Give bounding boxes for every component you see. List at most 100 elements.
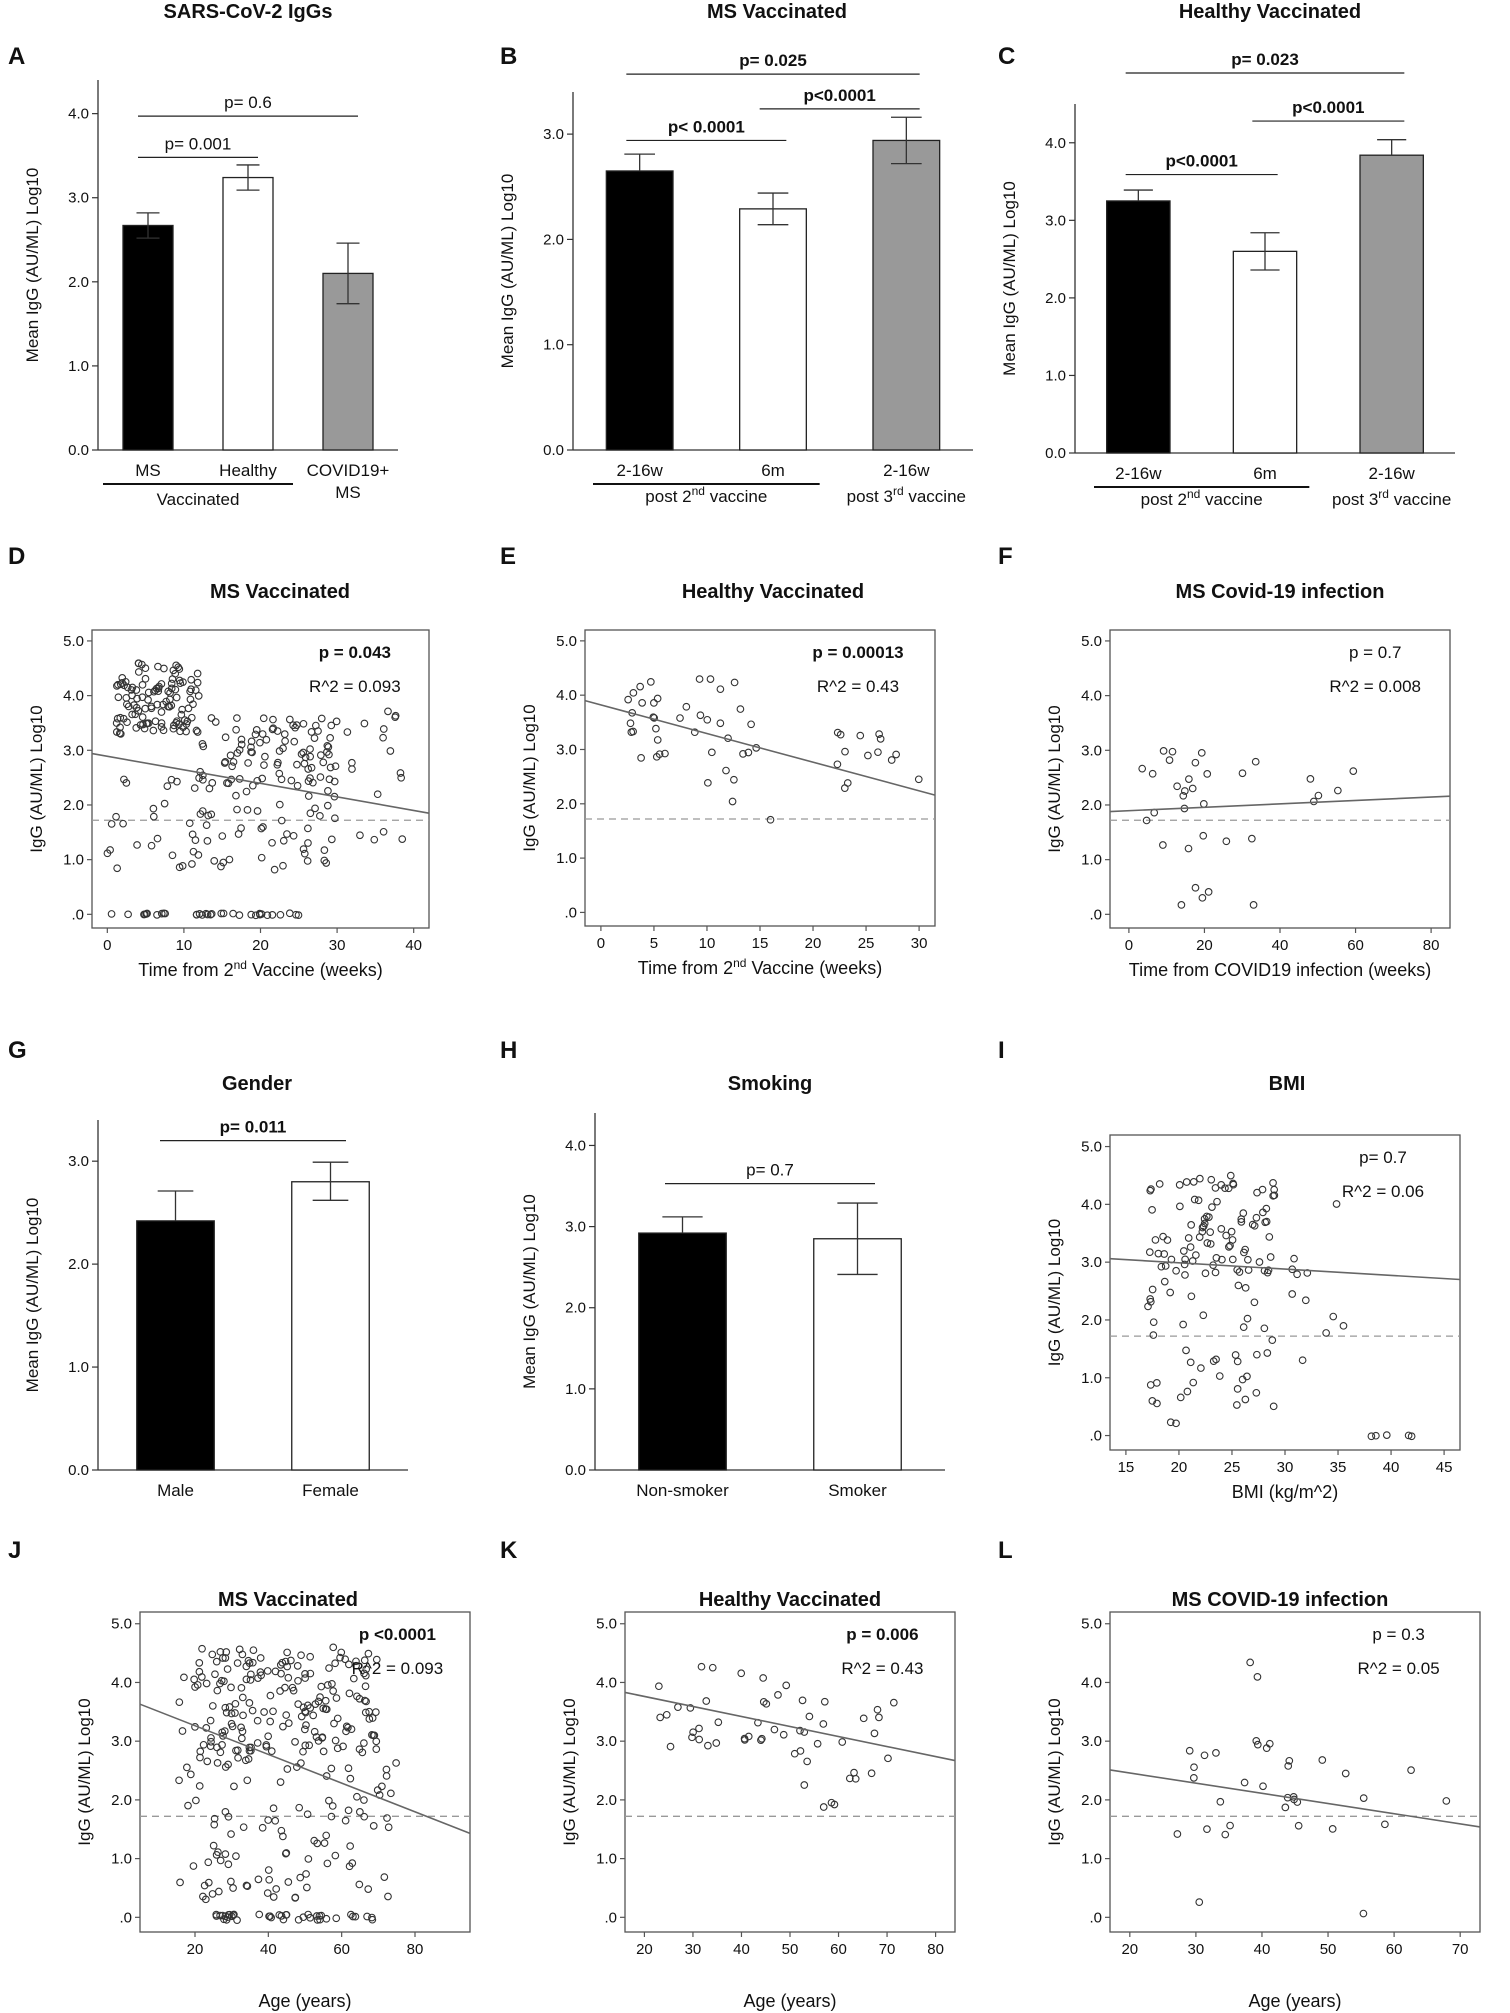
data-point <box>1168 747 1177 756</box>
data-point <box>348 758 356 767</box>
x-axis-label-sup: nd <box>234 958 247 972</box>
data-point <box>275 800 284 809</box>
data-point <box>113 864 122 873</box>
data-point <box>1138 764 1147 773</box>
panel-g: G Gender 0.0 1.0 2.0 3.0 Mean IgG (AU/ML) Log1… <box>8 1037 408 1500</box>
regression-line <box>1109 795 1451 813</box>
data-point <box>1269 1179 1277 1187</box>
data-point <box>213 1686 222 1695</box>
group-label-suffix: vaccine <box>1200 490 1262 509</box>
data-point <box>299 1747 307 1756</box>
data-point <box>1228 1255 1237 1264</box>
data-point <box>342 1727 350 1736</box>
data-point <box>284 1878 293 1886</box>
data-point <box>205 784 214 793</box>
data-point <box>1160 1277 1169 1286</box>
data-point <box>261 752 269 761</box>
data-point <box>217 862 225 871</box>
data-point <box>637 754 645 762</box>
data-point <box>650 699 658 707</box>
data-point <box>207 714 216 722</box>
data-point <box>229 909 237 918</box>
data-point <box>253 776 262 785</box>
data-point <box>266 1691 275 1700</box>
y-tick-label: 3.0 <box>596 1733 617 1750</box>
data-point <box>238 1727 247 1736</box>
data-point <box>275 747 284 755</box>
data-point <box>243 1882 252 1890</box>
data-point <box>1290 1254 1298 1263</box>
y-tick-label: 3.0 <box>68 1153 89 1170</box>
data-point <box>1248 834 1256 843</box>
data-point <box>1298 1356 1307 1365</box>
data-point <box>233 805 241 814</box>
data-point <box>281 737 289 745</box>
chart-title: Healthy Vaccinated <box>1179 1 1361 23</box>
data-point <box>157 708 166 716</box>
y-tick-label: 2.0 <box>1081 1312 1102 1329</box>
data-point <box>180 1673 188 1682</box>
y-tick-label: 1.0 <box>63 852 84 869</box>
data-point <box>193 669 202 678</box>
data-point <box>319 1747 328 1756</box>
data-point <box>774 1691 782 1699</box>
x-axis-label-main: BMI (kg/m^2) <box>1232 1482 1338 1502</box>
data-point <box>195 1658 204 1667</box>
data-point <box>324 787 332 795</box>
data-point <box>1359 1794 1368 1802</box>
data-point <box>766 815 775 824</box>
data-point <box>142 719 151 728</box>
data-point <box>1163 1236 1172 1244</box>
data-point <box>1329 1312 1338 1321</box>
x-axis-label-suffix: Vaccine (weeks) <box>247 960 383 980</box>
data-point <box>247 910 256 919</box>
data-point <box>310 1727 319 1736</box>
y-axis-label: IgG (AU/ML) Log10 <box>1045 705 1064 852</box>
data-point <box>290 737 299 746</box>
data-point <box>242 1881 251 1890</box>
panel-letter: D <box>8 543 25 570</box>
y-tick-label: 5.0 <box>1081 1616 1102 1633</box>
data-point <box>253 807 262 815</box>
data-point <box>1284 1762 1293 1770</box>
data-point <box>819 1720 828 1728</box>
data-point <box>327 1764 336 1773</box>
data-point <box>323 1859 332 1868</box>
data-point <box>297 1712 306 1721</box>
data-point <box>203 837 212 845</box>
data-point <box>239 1823 248 1832</box>
data-point <box>269 715 277 724</box>
y-tick-label: 4.0 <box>1081 688 1102 705</box>
data-point <box>653 736 662 744</box>
data-point <box>230 1782 238 1791</box>
data-point <box>331 814 339 823</box>
data-point <box>332 717 341 726</box>
data-point <box>307 763 316 772</box>
x-tick-label: 25 <box>858 935 875 952</box>
category-label: 2-16w <box>883 461 930 480</box>
data-point <box>280 730 289 739</box>
data-point <box>1260 1324 1269 1333</box>
bar <box>1359 154 1424 454</box>
data-point <box>301 1708 310 1717</box>
data-point <box>859 1714 868 1723</box>
data-point <box>352 1657 360 1666</box>
data-point <box>360 1696 369 1705</box>
y-tick-label: 2.0 <box>1081 1792 1102 1809</box>
data-point <box>702 1697 711 1705</box>
y-axis-label: Mean IgG (AU/ML) Log10 <box>498 174 517 369</box>
data-point <box>304 839 312 847</box>
y-axis-label: Mean IgG (AU/ML) Log10 <box>520 1194 539 1389</box>
bar <box>813 1238 902 1471</box>
y-tick-label: 2.0 <box>68 1256 89 1273</box>
data-point <box>303 857 312 865</box>
data-point <box>1226 1171 1235 1180</box>
data-point <box>362 1697 370 1706</box>
data-point <box>283 1648 291 1657</box>
y-tick-label: 1.0 <box>1045 367 1066 384</box>
data-point <box>171 685 180 694</box>
plot-frame <box>584 629 936 927</box>
category-label: Non-smoker <box>636 1481 729 1500</box>
data-point <box>262 1741 271 1749</box>
data-point <box>1208 1203 1216 1211</box>
